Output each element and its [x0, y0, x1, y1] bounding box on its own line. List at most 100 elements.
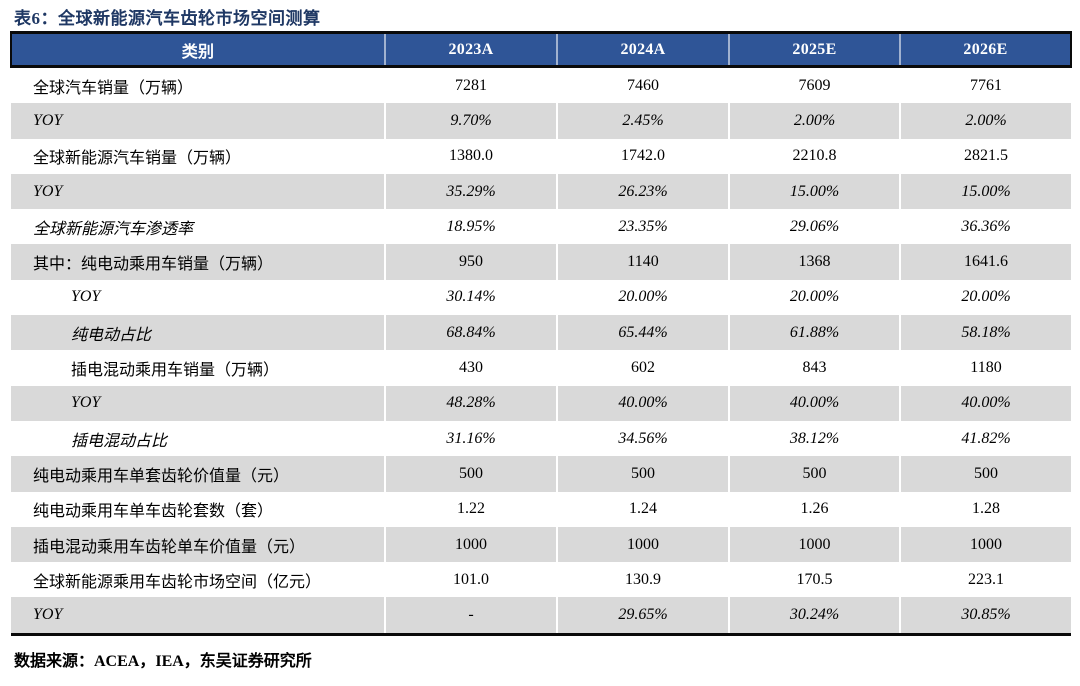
cell-value: 7761 — [899, 66, 1071, 104]
cell-value: 20.00% — [556, 279, 729, 316]
table-row: 全球汽车销量（万辆） 7281 7460 7609 7761 — [11, 66, 1071, 104]
market-size-table: 类别 2023A 2024A 2025E 2026E 全球汽车销量（万辆） 7281 746… — [10, 31, 1072, 636]
cell-value: 18.95% — [384, 209, 557, 245]
cell-value: 29.65% — [556, 597, 729, 636]
cell-value: 1.22 — [384, 491, 557, 527]
cell-value: 843 — [728, 350, 900, 386]
row-label: 插电混动乘用车齿轮单车价值量（元） — [11, 526, 385, 563]
header-row: 类别 2023A 2024A 2025E 2026E — [10, 31, 1072, 68]
cell-value: 20.00% — [899, 279, 1071, 316]
row-label: 全球新能源乘用车齿轮市场空间（亿元） — [11, 562, 385, 598]
cell-value: 1641.6 — [899, 244, 1071, 280]
cell-value: 1742.0 — [556, 138, 729, 174]
row-label: YOY — [11, 385, 385, 421]
cell-value: 30.14% — [384, 279, 557, 316]
table-row: 纯电动占比 68.84% 65.44% 61.88% 58.18% — [11, 315, 1071, 351]
cell-value: 23.35% — [556, 209, 729, 245]
cell-value: 40.00% — [556, 385, 729, 421]
cell-value: 2.00% — [728, 103, 900, 139]
table-row: 插电混动乘用车销量（万辆） 430 602 843 1180 — [11, 350, 1071, 386]
cell-value: 602 — [556, 350, 729, 386]
cell-value: 430 — [384, 350, 557, 386]
table-row: 全球新能源汽车渗透率 18.95% 23.35% 29.06% 36.36% — [11, 209, 1071, 245]
data-source-note: 数据来源：ACEA，IEA，东吴证券研究所 — [14, 653, 312, 670]
cell-value: 41.82% — [899, 420, 1071, 457]
row-label: YOY — [11, 597, 385, 636]
cell-value: 48.28% — [384, 385, 557, 421]
cell-value: 1000 — [728, 526, 900, 563]
table-title: 表6：全球新能源汽车齿轮市场空间测算 — [14, 9, 321, 28]
table-row: 插电混动占比 31.16% 34.56% 38.12% 41.82% — [11, 420, 1071, 457]
cell-value: 40.00% — [728, 385, 900, 421]
cell-value: 1000 — [556, 526, 729, 563]
table-row: YOY -29.65% 30.24% 30.85% — [11, 597, 1071, 636]
cell-value: 7460 — [556, 66, 729, 104]
cell-value: 40.00% — [899, 385, 1071, 421]
cell-value: 65.44% — [556, 315, 729, 351]
cell-value: 58.18% — [899, 315, 1071, 351]
cell-value: 2210.8 — [728, 138, 900, 174]
cell-value: 500 — [556, 456, 729, 492]
column-header-2026E: 2026E — [899, 31, 1072, 68]
cell-value: 1000 — [384, 526, 557, 563]
column-header-2024A: 2024A — [556, 31, 729, 68]
cell-value: 950 — [384, 244, 557, 280]
row-label: YOY — [11, 279, 385, 316]
cell-value: 68.84% — [384, 315, 557, 351]
cell-value: 2.00% — [899, 103, 1071, 139]
row-label: 全球汽车销量（万辆） — [11, 66, 385, 104]
table-row: 全球新能源汽车销量（万辆） 1380.0 1742.0 2210.8 2821.5 — [11, 138, 1071, 174]
table-header: 类别 2023A 2024A 2025E 2026E — [10, 31, 1072, 68]
cell-value: 500 — [899, 456, 1071, 492]
cell-value: 35.29% — [384, 173, 557, 210]
table-row: 全球新能源乘用车齿轮市场空间（亿元） 101.0 130.9 170.5 223.1 — [11, 562, 1071, 598]
cell-value: 1.26 — [728, 491, 900, 527]
cell-value: 36.36% — [899, 209, 1071, 245]
table-row: YOY 35.29% 26.23% 15.00% 15.00% — [11, 173, 1071, 210]
cell-value: 2.45% — [556, 103, 729, 139]
row-label: 纯电动乘用车单套齿轮价值量（元） — [11, 456, 385, 492]
cell-value: 101.0 — [384, 562, 557, 598]
table-row: 纯电动乘用车单车齿轮套数（套） 1.22 1.24 1.26 1.28 — [11, 491, 1071, 527]
row-label: 其中：纯电动乘用车销量（万辆） — [11, 244, 385, 280]
table-row: YOY 30.14% 20.00% 20.00% 20.00% — [11, 279, 1071, 316]
cell-value: 34.56% — [556, 420, 729, 457]
cell-value: 1.24 — [556, 491, 729, 527]
cell-value: 1180 — [899, 350, 1071, 386]
column-header-类别: 类别 — [10, 31, 385, 68]
cell-value: 29.06% — [728, 209, 900, 245]
cell-value: 30.85% — [899, 597, 1071, 636]
table-row: 其中：纯电动乘用车销量（万辆） 950 1140 1368 1641.6 — [11, 244, 1071, 280]
cell-value: 7609 — [728, 66, 900, 104]
row-label: YOY — [11, 173, 385, 210]
cell-value: 26.23% — [556, 173, 729, 210]
cell-value: 1368 — [728, 244, 900, 280]
row-label: 纯电动占比 — [11, 315, 385, 351]
cell-value: 31.16% — [384, 420, 557, 457]
cell-value: - — [384, 597, 557, 636]
table-row: 纯电动乘用车单套齿轮价值量（元） 500 500 500 500 — [11, 456, 1071, 492]
row-label: 纯电动乘用车单车齿轮套数（套） — [11, 491, 385, 527]
cell-value: 500 — [728, 456, 900, 492]
row-label: YOY — [11, 103, 385, 139]
table-body: 全球汽车销量（万辆） 7281 7460 7609 7761 YOY 9.70% 2.45% 2… — [11, 66, 1071, 636]
cell-value: 1000 — [899, 526, 1071, 563]
table-row: YOY 9.70% 2.45% 2.00% 2.00% — [11, 103, 1071, 139]
row-label: 全球新能源汽车销量（万辆） — [11, 138, 385, 174]
cell-value: 38.12% — [728, 420, 900, 457]
table-row: 插电混动乘用车齿轮单车价值量（元） 1000 1000 1000 1000 — [11, 526, 1071, 563]
cell-value: 7281 — [384, 66, 557, 104]
cell-value: 61.88% — [728, 315, 900, 351]
cell-value: 170.5 — [728, 562, 900, 598]
cell-value: 223.1 — [899, 562, 1071, 598]
cell-value: 15.00% — [728, 173, 900, 210]
table-row: YOY 48.28% 40.00% 40.00% 40.00% — [11, 385, 1071, 421]
row-label: 全球新能源汽车渗透率 — [11, 209, 385, 245]
cell-value: 2821.5 — [899, 138, 1071, 174]
cell-value: 1380.0 — [384, 138, 557, 174]
column-header-2023A: 2023A — [384, 31, 557, 68]
cell-value: 30.24% — [728, 597, 900, 636]
row-label: 插电混动乘用车销量（万辆） — [11, 350, 385, 386]
cell-value: 130.9 — [556, 562, 729, 598]
